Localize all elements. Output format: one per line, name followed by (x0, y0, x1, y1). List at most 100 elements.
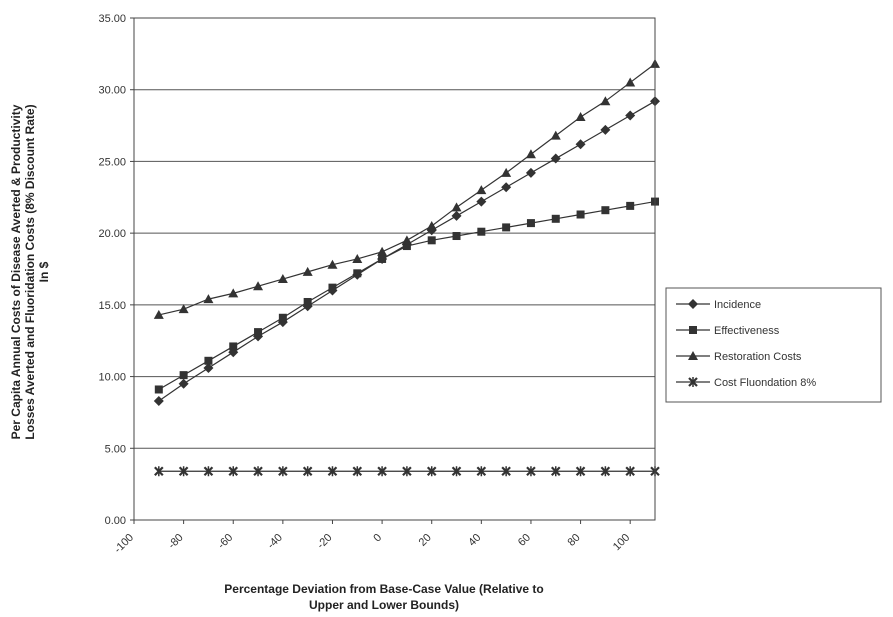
data-point (203, 466, 214, 477)
y-tick-label: 30.00 (98, 85, 126, 97)
data-point (427, 236, 436, 245)
data-point (278, 466, 288, 477)
data-point (626, 201, 635, 210)
x-tick-label: -80 (166, 532, 186, 552)
y-tick-label: 15.00 (98, 300, 126, 312)
data-point (625, 110, 636, 121)
y-tick-label: 20.00 (98, 228, 126, 240)
x-tick-label: 0 (371, 532, 384, 545)
data-point (378, 254, 387, 263)
plot-area (133, 17, 656, 521)
data-point (178, 304, 189, 314)
y-axis-label-line-3: In $ (37, 261, 51, 282)
x-axis-label: Percentage Deviation from Base-Case Valu… (224, 582, 543, 612)
data-point (476, 196, 487, 207)
data-point (576, 210, 585, 219)
data-point (525, 149, 536, 159)
data-point (154, 385, 163, 394)
y-tick-label: 5.00 (105, 443, 126, 455)
y-axis-ticks: 0.00 5.00 10.00 15.00 20.00 25.00 30.00 35.00 (98, 13, 134, 527)
data-point (501, 167, 512, 177)
data-point (451, 210, 462, 221)
data-point (178, 466, 189, 477)
data-point (352, 466, 363, 477)
data-point (600, 466, 611, 477)
legend: Incidence Effectiveness Restoration Costs C… (665, 287, 882, 403)
data-point (575, 139, 586, 150)
legend-item-label: Cost Fluondation 8% (714, 377, 816, 389)
series-layer (153, 58, 660, 477)
data-point (476, 466, 487, 477)
data-point (352, 253, 363, 263)
y-tick-label: 25.00 (98, 156, 126, 168)
x-axis-label-line-2: Upper and Lower Bounds) (309, 598, 459, 612)
data-point (401, 235, 412, 245)
legend-box (665, 287, 882, 403)
data-point (204, 356, 213, 365)
x-tick-label: -20 (315, 532, 335, 552)
x-tick-label: 80 (566, 532, 583, 549)
data-point (253, 281, 264, 291)
data-point (302, 466, 313, 477)
series-3 (154, 466, 660, 477)
data-point (575, 111, 586, 121)
data-point (229, 342, 238, 351)
legend-marker (688, 299, 698, 309)
data-point (203, 294, 214, 304)
x-axis-ticks: -100 -80 -60 -40 -20 0 20 40 60 80 100 (112, 520, 632, 556)
data-point (525, 167, 536, 178)
data-point (253, 466, 263, 477)
data-point (625, 466, 635, 477)
x-tick-label: 40 (466, 532, 483, 549)
legend-marker (689, 326, 697, 334)
data-point (228, 288, 239, 298)
gridlines (134, 89, 655, 449)
series-2 (153, 58, 660, 319)
data-point (154, 466, 164, 477)
data-point (254, 328, 263, 337)
x-tick-label: -40 (265, 532, 285, 552)
data-point (402, 466, 412, 477)
data-point (228, 466, 239, 477)
data-point (277, 274, 288, 284)
data-point (550, 153, 561, 164)
data-point (476, 185, 487, 195)
data-point (550, 130, 561, 140)
data-point (451, 202, 462, 212)
data-point (278, 313, 287, 322)
data-point (501, 182, 512, 193)
data-point (600, 124, 611, 135)
data-point (402, 242, 411, 251)
y-axis-label: Per Capita Annual Costs of Disease Avert… (9, 104, 51, 439)
x-tick-label: 60 (516, 532, 533, 549)
data-point (501, 466, 511, 477)
x-tick-label: 20 (417, 532, 434, 549)
data-point (377, 246, 388, 256)
data-point (502, 223, 511, 232)
data-point (551, 214, 560, 223)
data-point (426, 220, 437, 230)
x-tick-label: 100 (611, 532, 632, 553)
data-point (328, 283, 337, 292)
data-point (327, 466, 338, 477)
data-point (550, 466, 561, 477)
data-point (178, 378, 189, 389)
data-point (303, 297, 312, 306)
data-point (477, 227, 486, 236)
y-tick-label: 0.00 (105, 515, 126, 527)
legend-item-label: Restoration Costs (714, 351, 802, 363)
data-point (526, 219, 535, 228)
x-tick-label: -60 (216, 532, 236, 552)
data-point (451, 466, 462, 477)
data-point (179, 371, 188, 380)
data-point (153, 395, 164, 406)
data-point (625, 77, 636, 87)
data-point (600, 96, 611, 106)
y-axis-label-line-2: Losses Averted and Fluoridation Costs (8… (23, 104, 37, 439)
data-point (426, 466, 437, 477)
legend-marker (688, 351, 698, 360)
legend-item-label: Incidence (714, 299, 761, 311)
data-point (353, 269, 362, 278)
data-point (203, 362, 214, 373)
